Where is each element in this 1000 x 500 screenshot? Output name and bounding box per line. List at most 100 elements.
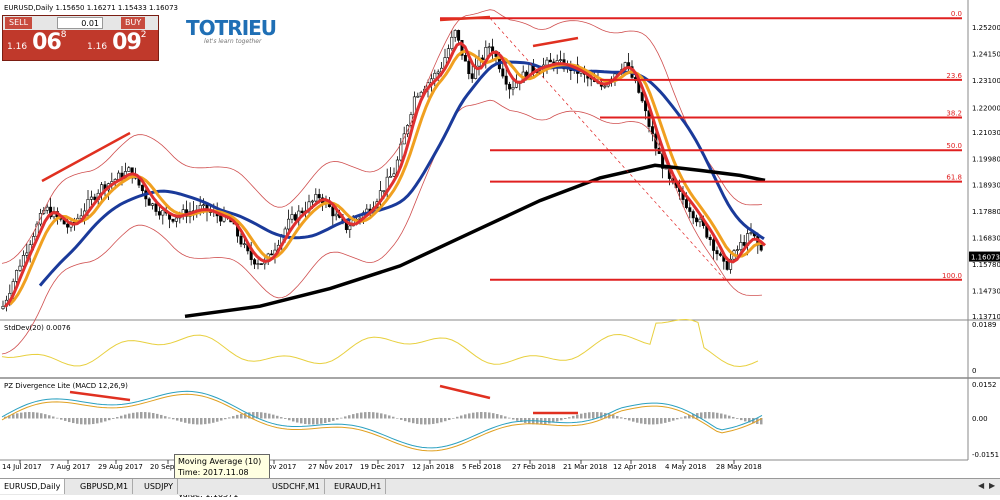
macd-histogram-bar [100, 418, 103, 423]
macd-histogram-bar [44, 414, 47, 419]
macd-histogram-bar [324, 418, 327, 424]
macd-histogram-bar [692, 413, 695, 419]
macd-histogram-bar [376, 412, 379, 419]
macd-histogram-bar [640, 418, 643, 424]
macd-histogram-bar [272, 414, 275, 419]
candle-body [467, 60, 471, 75]
macd-histogram-bar [112, 418, 115, 419]
chart-tab-bar: EURUSD,Daily GBPUSD,M1 USDJPY USDCHF,M1 … [0, 478, 1000, 495]
candle-body [729, 258, 733, 270]
macd-histogram-bar [684, 416, 687, 419]
candle-body [559, 59, 563, 61]
macd-histogram-bar [232, 416, 235, 419]
macd-histogram-bar [520, 418, 523, 422]
candle-body [174, 217, 178, 222]
candle-body [293, 214, 297, 221]
candle-body [684, 199, 688, 208]
macd-histogram-bar [752, 418, 755, 424]
time-axis-label: 7 Aug 2017 [50, 463, 90, 471]
macd-histogram-bar [20, 412, 23, 419]
candle-body [93, 196, 97, 201]
buy-price[interactable]: 1.16 092 [87, 30, 147, 55]
macd-histogram-bar [196, 418, 199, 425]
macd-histogram-bar [668, 418, 671, 422]
tab-usdchf-m1[interactable]: USDCHF,M1 [268, 479, 325, 494]
macd-histogram-bar [624, 418, 627, 420]
macd-histogram-bar [576, 414, 579, 419]
macd-histogram-bar [672, 418, 675, 421]
buy-price-prefix: 1.16 [87, 42, 108, 52]
macd-histogram-bar [632, 418, 635, 422]
moving-averages [3, 41, 767, 319]
macd-histogram-bar [220, 418, 223, 421]
buy-price-fraction: 2 [140, 30, 147, 40]
macd-histogram-bar [620, 417, 623, 419]
macd-histogram-bar [176, 418, 179, 421]
macd-title: PZ Divergence Lite (MACD 12,26,9) [4, 382, 128, 390]
macd-histogram-bar [568, 417, 571, 419]
tab-eurusd-daily[interactable]: EURUSD,Daily [0, 479, 66, 494]
current-price-label: 1.16073 [971, 254, 1000, 262]
tab-gbpusd-m1[interactable]: GBPUSD,M1 [76, 479, 134, 494]
candle-body [317, 194, 321, 199]
macd-histogram-bar [36, 412, 39, 419]
sell-button[interactable]: SELL [5, 17, 33, 29]
price-axis-label: 1.13710 [972, 313, 1000, 321]
tab-scroll-right-icon[interactable]: ▶ [989, 481, 996, 490]
macd-histogram-bar [712, 412, 715, 419]
macd-histogram-bar [296, 418, 299, 423]
candle-body [202, 204, 206, 206]
candle-body [487, 46, 491, 49]
tab-scroll-left-icon[interactable]: ◀ [978, 481, 985, 490]
macd-histogram-bar [716, 412, 719, 419]
macd-histogram-bar [236, 414, 239, 419]
time-axis-label: 27 Feb 2018 [512, 463, 556, 471]
macd-histogram-bar [352, 414, 355, 419]
buy-price-pips: 09 [112, 30, 142, 55]
macd-histogram-bar [592, 412, 595, 419]
macd-histogram-bar [68, 418, 71, 423]
logo-tagline: let's learn together [204, 38, 262, 45]
time-axis-label: 29 Aug 2017 [98, 463, 143, 471]
macd-histogram-bar [424, 418, 427, 425]
candle-body [749, 232, 753, 234]
macd-histogram-bar [588, 412, 591, 419]
macd-histogram-bar [304, 418, 307, 425]
macd-histogram-bar [744, 418, 747, 422]
fib-trend-line [489, 17, 726, 281]
macd-histogram-bar [656, 418, 659, 425]
macd-histogram-bar [616, 416, 619, 419]
candle-body [45, 206, 49, 211]
candle-body [253, 259, 257, 265]
macd-histogram-bar [408, 418, 411, 423]
macd-histogram-bar [416, 418, 419, 424]
candle-body [25, 252, 29, 256]
macd-histogram-bar [648, 418, 651, 425]
lot-size-field[interactable]: 0.01 [57, 17, 103, 29]
macd-histogram-bar [488, 412, 491, 419]
stddev-title: StdDev(20) 0.0076 [4, 324, 71, 332]
candle-body [718, 253, 722, 256]
macd-histogram-bar [56, 417, 59, 419]
macd-histogram-bar [252, 412, 255, 419]
candle-body [695, 217, 699, 223]
candle-body [66, 223, 70, 228]
macd-histogram-bar [160, 414, 163, 419]
macd-histogram-bar [596, 412, 599, 419]
candle-body [127, 167, 131, 172]
macd-main-line [1, 390, 763, 449]
sell-price[interactable]: 1.16 068 [7, 30, 67, 55]
macd-histogram-bar [96, 418, 99, 424]
tab-usdjpy[interactable]: USDJPY [140, 479, 178, 494]
candle-body [433, 72, 437, 80]
price-axis-label: 1.14730 [972, 287, 1000, 295]
candle-body [463, 55, 467, 62]
buy-button[interactable]: BUY [121, 17, 146, 29]
candle-body [219, 215, 223, 222]
macd-histogram-bar [704, 412, 707, 419]
candle-body [504, 75, 508, 85]
tab-euraud-h1[interactable]: EURAUD,H1 [330, 479, 387, 494]
candle-body [242, 243, 246, 246]
price-axis-label: 1.22000 [972, 104, 1000, 112]
macd-histogram-bar [300, 418, 303, 424]
